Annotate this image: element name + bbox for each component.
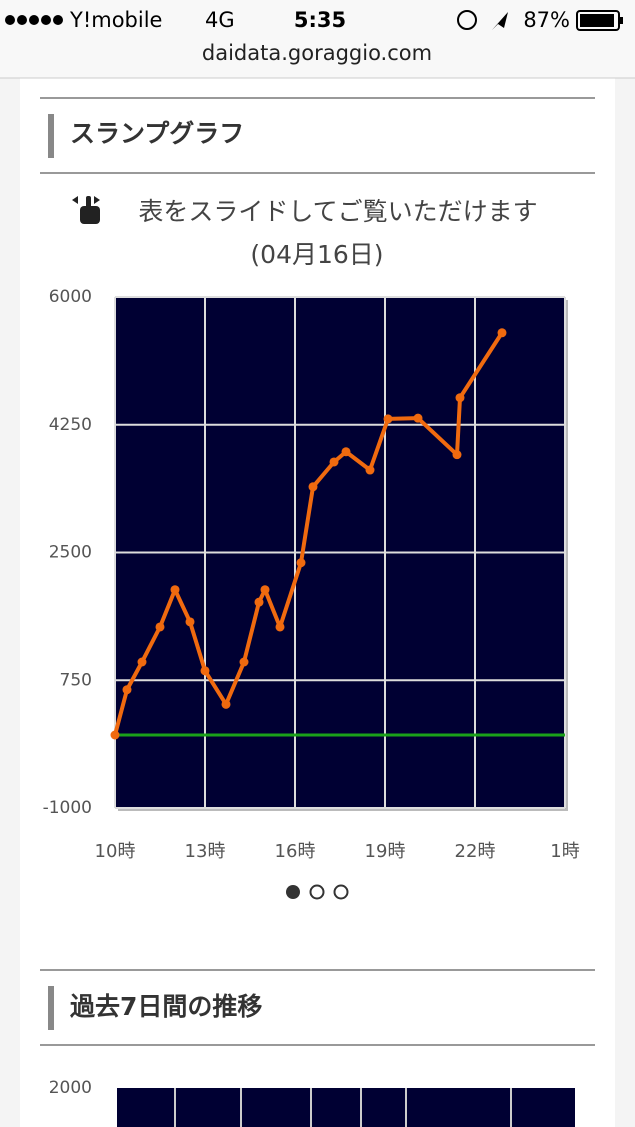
carrier: Y!mobile xyxy=(69,8,162,32)
data-point xyxy=(200,666,210,676)
swipe-icon xyxy=(72,196,100,224)
location-icon xyxy=(492,12,508,30)
data-point xyxy=(308,482,318,492)
battery-level xyxy=(580,14,614,27)
y-tick-label: 750 xyxy=(60,670,92,690)
x-tick-label: 10時 xyxy=(95,841,136,862)
y-tick-label: 4250 xyxy=(49,415,92,435)
data-point xyxy=(155,622,165,632)
y-tick-label: 6000 xyxy=(49,287,92,307)
data-point xyxy=(254,597,264,607)
x-tick-label: 1時 xyxy=(550,841,579,862)
section-title: スランプグラフ xyxy=(70,119,244,148)
data-point xyxy=(296,558,306,568)
battery-icon xyxy=(576,10,620,31)
y-tick-label: -1000 xyxy=(43,798,92,818)
y-tick-label: 2000 xyxy=(49,1078,92,1098)
data-point xyxy=(110,730,120,740)
battery-tip xyxy=(620,17,623,24)
pager-dot[interactable] xyxy=(333,884,349,900)
grid xyxy=(174,1088,512,1127)
chart: -1000 750 2500 4250 6000 10時 13時 16時 19時 22時 1時 xyxy=(43,287,580,862)
data-point xyxy=(185,617,195,627)
heading-marker xyxy=(48,114,54,158)
data-point xyxy=(239,657,249,667)
data-point xyxy=(170,585,180,595)
data-point xyxy=(137,657,147,667)
battery-text: 87% xyxy=(523,8,570,32)
heading-marker xyxy=(48,986,54,1030)
data-point xyxy=(221,699,231,709)
url[interactable]: daidata.goraggio.com xyxy=(202,41,432,65)
pager-dot[interactable] xyxy=(286,885,300,899)
chart-title: (04月16日) xyxy=(250,240,383,269)
time: 5:35 xyxy=(294,8,346,32)
data-point xyxy=(413,413,423,423)
section-title: 過去7日間の推移 xyxy=(70,992,262,1021)
data-line xyxy=(113,331,504,736)
x-tick-label: 13時 xyxy=(185,841,226,862)
data-point xyxy=(260,585,270,595)
signal xyxy=(5,15,63,25)
instruction: 表をスライドしてご覧いただけます xyxy=(138,197,537,226)
y-tick-label: 2500 xyxy=(49,543,92,563)
data-point xyxy=(383,414,393,424)
data-point xyxy=(497,328,507,338)
data-point xyxy=(122,685,132,695)
pager-dot[interactable] xyxy=(309,884,325,900)
data-point xyxy=(365,465,375,475)
lock-icon xyxy=(457,10,477,30)
x-tick-label: 16時 xyxy=(275,841,316,862)
pager xyxy=(286,884,349,900)
data-point xyxy=(341,447,351,457)
status-bar xyxy=(0,0,635,78)
network: 4G xyxy=(205,8,235,32)
data-point xyxy=(329,457,339,467)
data-point xyxy=(455,393,465,403)
data-point xyxy=(275,622,285,632)
data-point xyxy=(452,450,462,460)
x-tick-label: 19時 xyxy=(365,841,406,862)
x-tick-label: 22時 xyxy=(455,841,496,862)
plot-area xyxy=(117,1088,575,1127)
